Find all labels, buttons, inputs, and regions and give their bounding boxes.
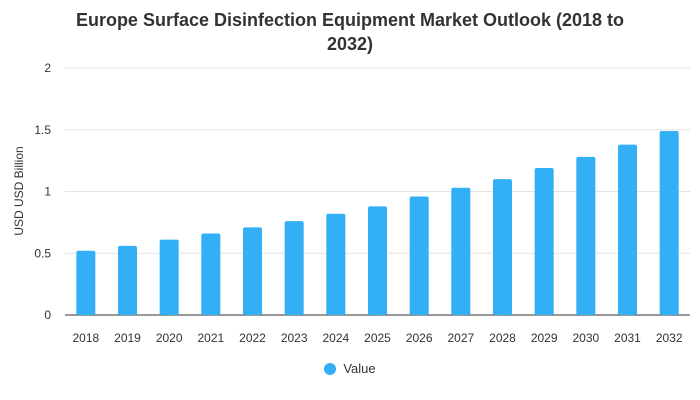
legend: Value [0, 361, 700, 378]
bar-2021[interactable] [201, 233, 221, 315]
y-tick-label: 1.5 [34, 123, 51, 137]
y-tick-label: 0.5 [34, 246, 51, 260]
y-tick-label: 1 [44, 185, 51, 199]
x-tick-label: 2020 [156, 331, 183, 345]
x-tick-label: 2023 [281, 331, 308, 345]
y-tick-label: 0 [44, 308, 51, 322]
x-tick-label: 2022 [239, 331, 266, 345]
bar-2028[interactable] [493, 179, 512, 315]
bar-2022[interactable] [243, 227, 262, 315]
x-tick-label: 2018 [72, 331, 99, 345]
x-tick-label: 2024 [322, 331, 349, 345]
x-tick-label: 2026 [406, 331, 433, 345]
y-axis-ticks: 0 0.5 1 1.5 2 [34, 61, 51, 322]
bar-2026[interactable] [409, 196, 429, 315]
bar-2029[interactable] [534, 168, 554, 315]
x-tick-label: 2031 [614, 331, 641, 345]
chart-title-line-2: 2032) [326, 34, 374, 54]
chart-title: Europe Surface Disinfection Equipment Ma… [0, 8, 700, 56]
bar-2020[interactable] [159, 239, 179, 315]
bar-2030[interactable] [576, 156, 596, 315]
x-tick-label: 2030 [572, 331, 599, 345]
x-tick-label: 2028 [489, 331, 516, 345]
x-tick-label: 2027 [447, 331, 474, 345]
x-axis-ticks: 2018 2019 2020 2021 2022 2023 2024 2025 2026 2027… [72, 331, 682, 345]
bar-2031[interactable] [618, 144, 637, 315]
legend-item-value[interactable]: Value [324, 361, 376, 376]
bar-2025[interactable] [368, 206, 387, 315]
x-tick-label: 2025 [364, 331, 391, 345]
bar-2024[interactable] [326, 213, 346, 315]
bar-2027[interactable] [451, 187, 471, 315]
bars [76, 130, 679, 315]
bar-2032[interactable] [659, 130, 679, 315]
legend-label: Value [343, 361, 376, 376]
x-tick-label: 2021 [197, 331, 224, 345]
x-tick-label: 2029 [531, 331, 558, 345]
y-axis-title: USD USD Billion [12, 146, 26, 235]
bar-2019[interactable] [118, 245, 137, 315]
x-tick-label: 2019 [114, 331, 141, 345]
y-tick-label: 2 [44, 61, 51, 75]
chart-title-line-1: Europe Surface Disinfection Equipment Ma… [75, 10, 625, 30]
bar-2023[interactable] [284, 221, 304, 315]
x-tick-label: 2032 [656, 331, 683, 345]
bar-2018[interactable] [76, 250, 96, 315]
legend-marker-icon [324, 362, 337, 375]
